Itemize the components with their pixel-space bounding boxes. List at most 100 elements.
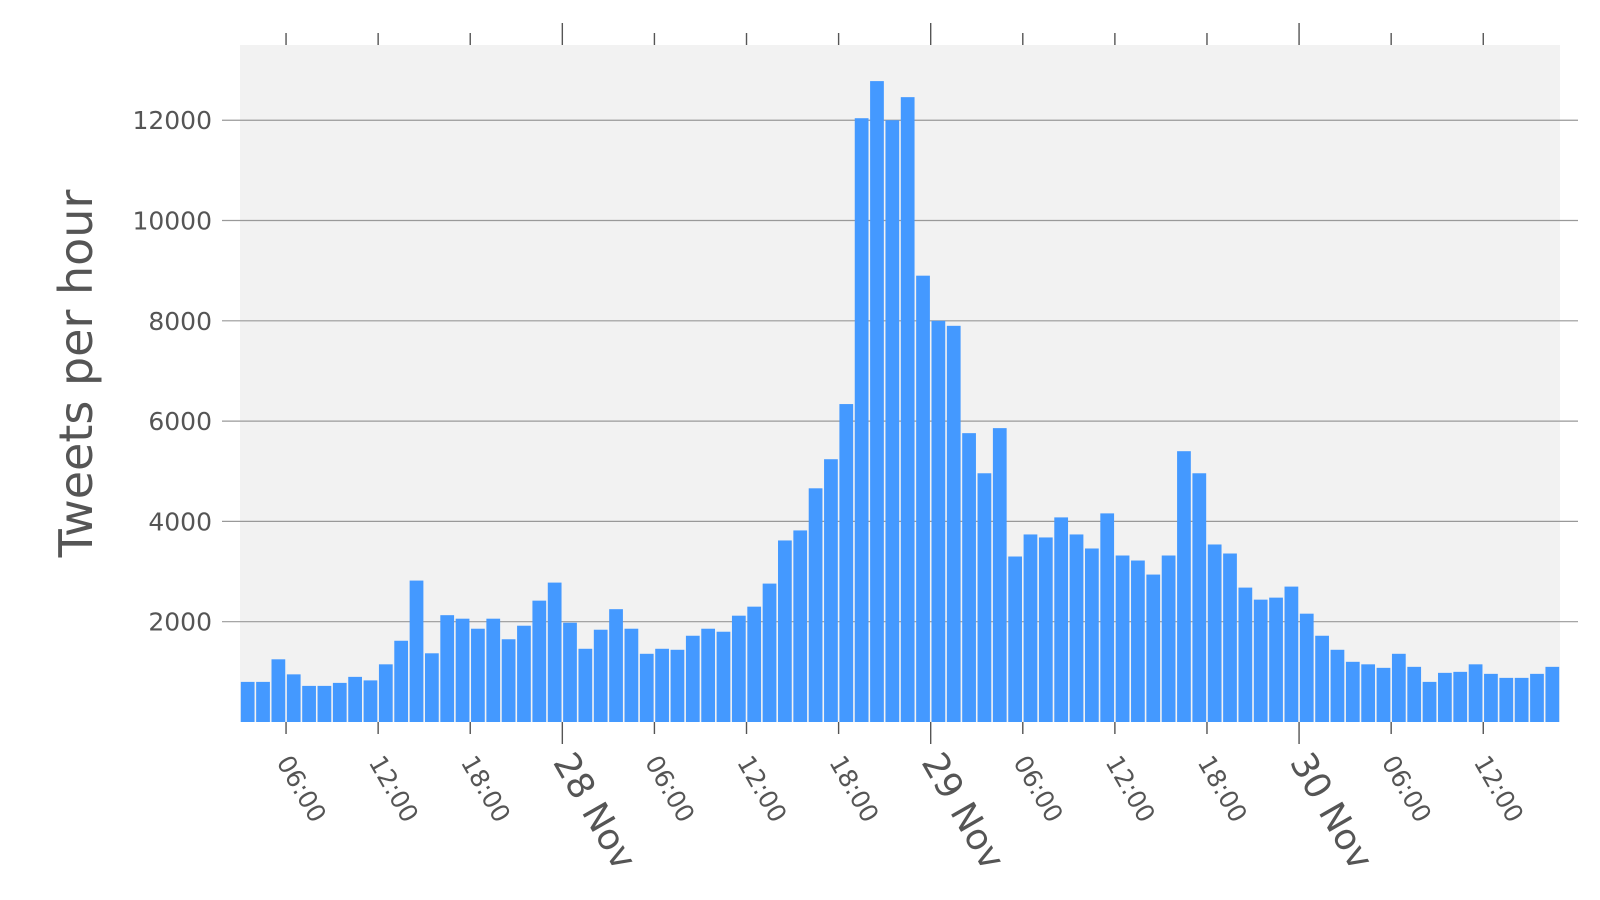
x-tick-label: 18:00	[823, 751, 884, 828]
bar	[747, 606, 762, 722]
bar	[1391, 653, 1406, 722]
bar	[1514, 677, 1529, 722]
bar	[1115, 555, 1130, 722]
plot-background	[240, 45, 1560, 722]
bar	[685, 635, 700, 722]
bar	[1084, 548, 1099, 722]
x-major-tick-label: 30 Nov	[1281, 746, 1380, 877]
bar	[1545, 666, 1560, 722]
x-tick-label: 06:00	[271, 751, 332, 828]
bar	[332, 682, 347, 722]
bar	[1484, 673, 1498, 722]
bar	[501, 639, 516, 722]
bar	[1468, 664, 1483, 722]
x-major-tick-label: 28 Nov	[545, 746, 644, 877]
x-tick-label: 18:00	[455, 751, 516, 828]
bar	[609, 609, 623, 722]
bar	[563, 622, 577, 722]
bar	[916, 275, 930, 722]
bar	[1161, 555, 1176, 722]
bar	[1422, 681, 1437, 722]
bar	[1223, 553, 1237, 722]
y-tick-label: 2000	[148, 608, 212, 637]
y-tick-label: 8000	[148, 307, 212, 336]
bar	[731, 615, 746, 722]
bar	[839, 404, 854, 722]
x-tick-label: 06:00	[1008, 751, 1069, 828]
bar	[992, 428, 1007, 722]
bar	[378, 664, 393, 722]
bar	[1438, 672, 1452, 722]
bar	[424, 653, 439, 722]
gridlines	[222, 119, 1578, 623]
bar	[578, 648, 593, 722]
bar	[593, 629, 608, 722]
bar	[1038, 537, 1053, 722]
bar	[1100, 513, 1115, 722]
bar	[1054, 517, 1069, 722]
bar	[1269, 597, 1283, 722]
bar	[977, 473, 992, 722]
bar	[240, 681, 255, 722]
bar	[1008, 556, 1022, 722]
bar	[670, 649, 685, 722]
y-axis-label: Tweets per hour	[49, 190, 103, 559]
bar	[317, 685, 332, 722]
bar	[854, 118, 869, 723]
bar	[624, 628, 639, 722]
bar	[1453, 671, 1468, 722]
bar	[486, 618, 501, 722]
bar	[256, 681, 270, 722]
bar	[517, 625, 531, 722]
bar	[778, 540, 792, 722]
bar	[1069, 534, 1084, 722]
bar	[547, 582, 562, 722]
bar	[532, 600, 547, 722]
bar	[471, 628, 485, 722]
y-tick-label: 6000	[148, 407, 212, 436]
x-tick-label: 06:00	[639, 751, 700, 828]
y-tick-label: 12000	[132, 106, 212, 135]
bar	[931, 320, 946, 722]
bar	[824, 459, 838, 722]
bar	[1023, 534, 1038, 722]
bar	[363, 680, 378, 722]
y-tick-label: 10000	[132, 207, 212, 236]
bar	[1315, 635, 1329, 722]
x-tick-label: 06:00	[1376, 751, 1437, 828]
bar	[1376, 667, 1391, 722]
bar	[394, 640, 409, 722]
bar	[409, 580, 424, 722]
bar	[455, 618, 470, 722]
bar	[655, 648, 669, 722]
bar	[946, 325, 961, 722]
bar	[1207, 544, 1222, 722]
bars	[240, 81, 1560, 723]
bar	[1177, 451, 1191, 722]
y-tick-label: 4000	[148, 507, 212, 536]
y-axis: 2000 4000 6000 8000 10000 12000	[132, 106, 212, 636]
bar	[639, 653, 654, 722]
bar	[1131, 560, 1145, 722]
bar	[1330, 649, 1345, 722]
x-tick-label: 18:00	[1192, 751, 1253, 828]
bar	[870, 81, 884, 723]
x-tick-label: 12:00	[731, 751, 792, 828]
bar	[900, 97, 915, 722]
bar	[701, 628, 716, 722]
bar	[1407, 666, 1422, 722]
bar	[1361, 664, 1376, 722]
bar	[1284, 586, 1299, 722]
bar	[762, 583, 777, 722]
bar	[440, 615, 455, 722]
bar	[885, 120, 900, 723]
bar	[348, 676, 362, 722]
bar	[271, 659, 286, 722]
bar	[962, 433, 976, 722]
bar	[1238, 587, 1253, 722]
bar	[716, 631, 731, 722]
x-major-tick-label: 29 Nov	[913, 746, 1012, 877]
bar	[793, 530, 808, 722]
bar	[1146, 574, 1161, 722]
